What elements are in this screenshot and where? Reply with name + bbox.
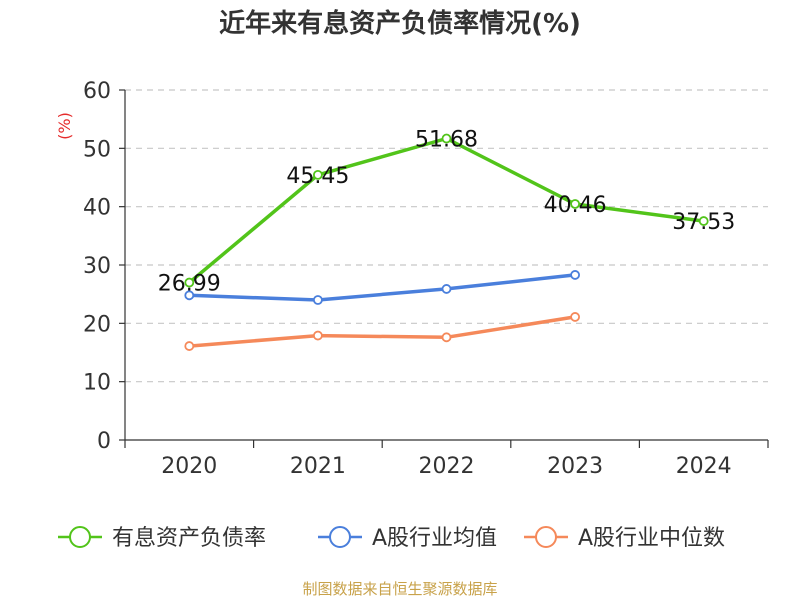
data-point	[570, 270, 580, 280]
data-point	[570, 199, 580, 209]
y-tick-label: 60	[83, 79, 111, 104]
x-tick-label: 2021	[290, 454, 346, 479]
source-note: 制图数据来自恒生聚源数据库	[302, 580, 497, 598]
legend-label: 有息资产负债率	[112, 526, 266, 551]
y-tick-labels: 0 10 20 30 40 50 60	[83, 79, 111, 454]
y-tick-label: 40	[83, 196, 111, 221]
x-tick-label: 2024	[676, 454, 732, 479]
y-axis-label: (%)	[55, 112, 74, 140]
data-label: 51.68	[415, 128, 478, 153]
data-point	[441, 332, 452, 343]
data-point	[184, 341, 195, 351]
data-point	[570, 312, 580, 322]
legend-marker	[329, 526, 351, 548]
data-point	[184, 277, 195, 288]
series-line	[189, 315, 576, 348]
y-tick-label: 0	[97, 429, 111, 454]
data-label: 26.99	[158, 272, 221, 297]
x-tick-label: 2022	[419, 454, 475, 479]
data-label: 37.53	[672, 210, 735, 235]
data-point	[184, 290, 195, 301]
series-lines	[184, 133, 709, 351]
data-point	[312, 169, 323, 180]
legend-marker	[69, 526, 91, 548]
series-line	[188, 136, 704, 284]
x-tick-label: 2020	[161, 454, 217, 479]
data-label: 40.46	[544, 193, 607, 218]
y-tick-label: 20	[83, 312, 111, 337]
x-tick-labels: 2020 2021 2022 2023 2024	[161, 454, 731, 479]
y-tick-label: 10	[83, 371, 111, 396]
data-point	[312, 330, 323, 341]
x-tick-label: 2023	[547, 454, 603, 479]
chart-title: 近年来有息资产负债率情况(%)	[219, 8, 581, 39]
data-label: 45.45	[286, 164, 349, 189]
data-point	[441, 284, 452, 294]
legend-label: A股行业中位数	[578, 526, 725, 551]
data-point	[698, 216, 709, 226]
legend-marker	[535, 526, 557, 548]
grid-lines	[125, 89, 768, 383]
data-labels: 26.99 45.45 51.68 40.46 37.53	[158, 128, 735, 297]
series-line	[189, 273, 576, 302]
legend[interactable]: 有息资产负债率 A股行业均值 A股行业中位数	[58, 526, 725, 551]
y-tick-label: 30	[83, 254, 111, 279]
y-tick-label: 50	[83, 137, 111, 162]
data-point	[441, 133, 452, 144]
axes	[119, 89, 769, 448]
legend-label: A股行业均值	[372, 526, 497, 551]
data-point	[312, 295, 323, 305]
